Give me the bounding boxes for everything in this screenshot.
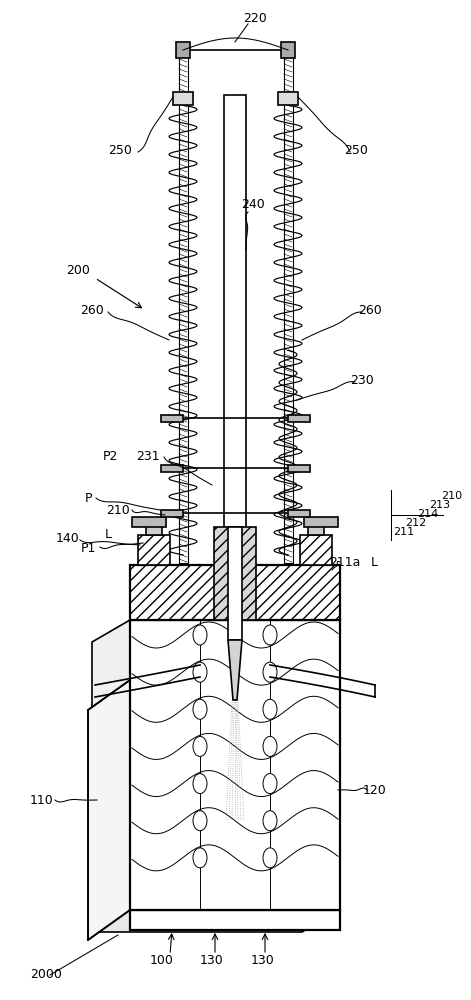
Text: 130: 130 [251,954,275,966]
Bar [284,54,293,563]
Text: 211: 211 [393,527,414,537]
Ellipse shape [263,699,277,719]
Ellipse shape [263,625,277,645]
Text: 250: 250 [108,143,132,156]
Ellipse shape [263,848,277,868]
Bar [304,517,338,527]
Polygon shape [88,680,130,940]
Bar [173,92,193,105]
Bar [288,415,310,422]
Text: 200: 200 [66,263,90,276]
Text: 214: 214 [417,509,438,519]
Bar [300,535,332,565]
Bar [161,510,183,517]
Bar [146,525,162,535]
Text: P2: P2 [102,450,118,464]
Text: 211a: 211a [329,556,361,568]
Ellipse shape [193,736,207,756]
Text: 250: 250 [344,143,368,156]
Ellipse shape [193,625,207,645]
Text: L: L [105,528,112,542]
Bar [161,465,183,472]
Text: 210: 210 [441,491,462,501]
Text: 260: 260 [358,304,382,316]
Text: 140: 140 [56,532,80,544]
Text: P: P [84,491,92,504]
Bar [281,42,295,58]
Bar [161,415,183,422]
Ellipse shape [263,774,277,794]
Bar [214,527,256,620]
Text: 240: 240 [241,198,265,212]
Ellipse shape [193,699,207,719]
Bar [130,565,340,620]
Bar [138,535,170,565]
Bar [176,42,190,58]
Text: 210: 210 [106,504,130,516]
Bar [278,92,298,105]
Text: 100: 100 [150,954,174,966]
Ellipse shape [193,848,207,868]
Text: 212: 212 [405,518,426,528]
Bar [228,527,242,640]
Text: 130: 130 [200,954,224,966]
Text: 213: 213 [429,500,450,510]
Polygon shape [92,910,340,932]
Bar [308,525,324,535]
Ellipse shape [193,662,207,682]
Text: 120: 120 [363,784,387,796]
Ellipse shape [263,662,277,682]
Bar [224,95,246,530]
Text: L: L [371,556,377,568]
Bar [130,620,340,910]
Bar [179,54,188,563]
Text: 231: 231 [136,450,160,464]
Ellipse shape [263,736,277,756]
Text: 220: 220 [243,11,267,24]
Text: P1: P1 [81,542,96,554]
Ellipse shape [193,811,207,831]
Text: 260: 260 [80,304,104,316]
Bar [288,465,310,472]
Polygon shape [228,640,242,700]
Text: 2000: 2000 [30,968,62,982]
Text: 230: 230 [350,373,374,386]
Bar [130,910,340,930]
Bar [288,510,310,517]
Polygon shape [92,620,130,932]
Ellipse shape [263,811,277,831]
Bar [132,517,166,527]
Ellipse shape [193,774,207,794]
Text: 110: 110 [30,794,54,806]
